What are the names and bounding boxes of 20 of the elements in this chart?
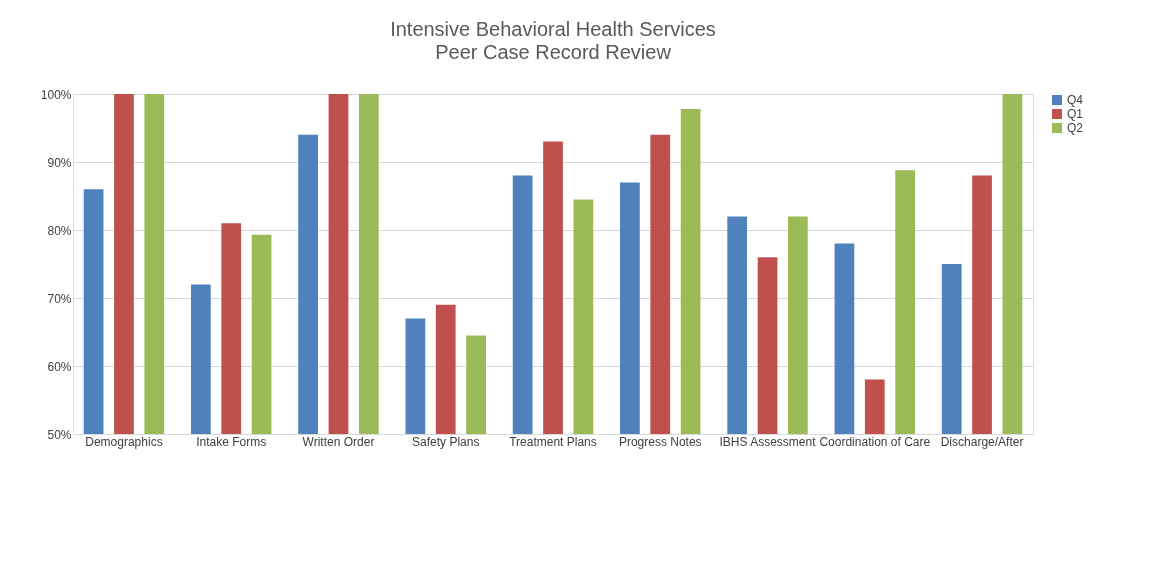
y-tick-label: 50% [47,427,72,442]
legend-label: Q1 [1067,107,1084,121]
legend-label: Q2 [1067,121,1084,135]
y-tick-label: 60% [47,359,72,374]
x-tick-label: Discharge/After [940,434,1024,449]
x-tick-label: Coordination of Care [819,434,931,449]
x-tick-label: Written Order [302,434,375,449]
y-tick-label: 80% [47,223,72,238]
x-tick-label: Progress Notes [618,434,702,449]
x-tick-label: Treatment Plans [509,434,597,449]
chart-title: Intensive Behavioral Health Services [390,18,716,40]
chart-subtitle: Peer Case Record Review [435,41,672,63]
legend-label: Q4 [1067,93,1084,107]
x-tick-label: Demographics [85,434,163,449]
x-tick-label: Intake Forms [196,434,267,449]
y-tick-label: 100% [40,87,72,102]
y-tick-label: 90% [47,155,72,170]
x-tick-label: IBHS Assessment [719,434,817,449]
y-tick-label: 70% [47,291,72,306]
x-tick-label: Safety Plans [412,434,480,449]
